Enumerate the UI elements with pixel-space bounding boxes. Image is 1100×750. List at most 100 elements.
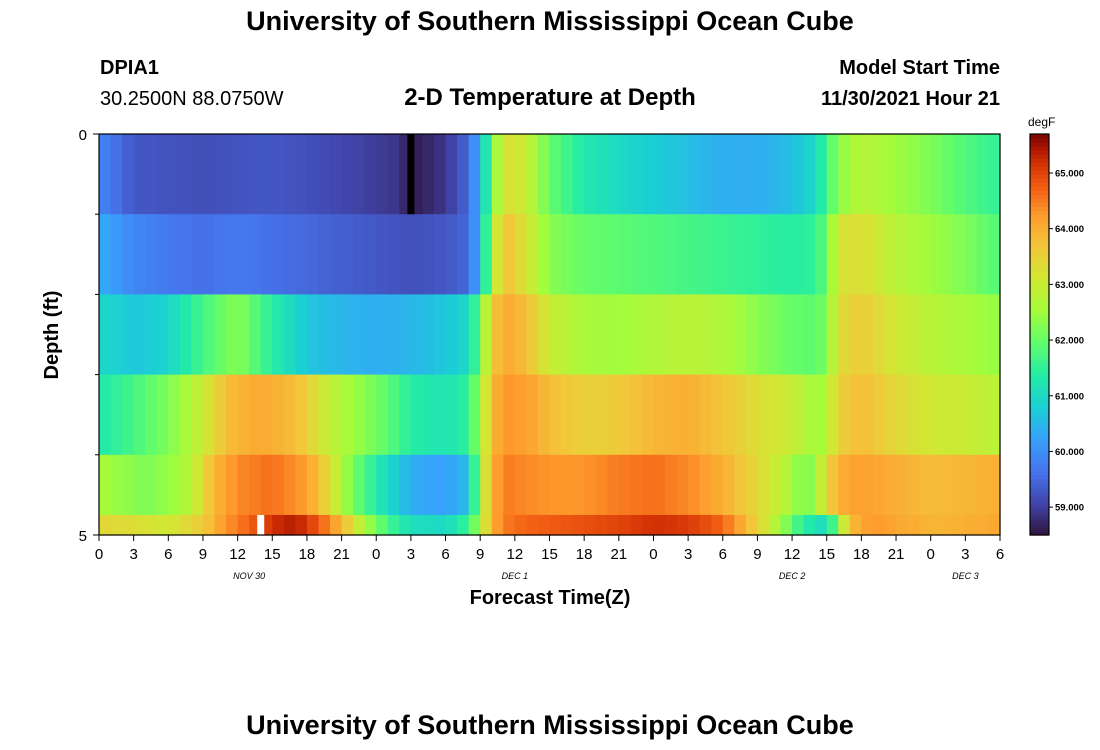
- heatmap-cell: [549, 514, 562, 536]
- heatmap-cell: [202, 454, 216, 516]
- heatmap-cell: [353, 454, 366, 516]
- colorbar-segment: [1030, 414, 1049, 420]
- heatmap-cell: [595, 294, 608, 376]
- colorbar-segment: [1030, 422, 1049, 428]
- heatmap-cell: [503, 294, 516, 376]
- colorbar-segment: [1030, 142, 1049, 147]
- heatmap-cell: [618, 294, 631, 376]
- heatmap-cell: [295, 454, 308, 516]
- heatmap-cell: [156, 294, 169, 376]
- heatmap-cell: [792, 214, 805, 295]
- x-tick-label: 3: [684, 546, 692, 563]
- heatmap-cell: [156, 454, 169, 516]
- heatmap-cell: [745, 214, 759, 295]
- colorbar-segment: [1030, 334, 1049, 340]
- heatmap-cell: [318, 514, 331, 536]
- colorbar-segment: [1030, 234, 1049, 239]
- heatmap-cell: [237, 514, 250, 536]
- colorbar-segment: [1030, 350, 1049, 356]
- station-coordinates: 30.2500N 88.0750W: [100, 88, 284, 110]
- heatmap-cell: [584, 214, 597, 295]
- heatmap-cell: [699, 214, 712, 295]
- extreme-markers: [257, 134, 415, 535]
- heatmap-cell: [711, 294, 724, 376]
- heatmap-cell: [711, 374, 724, 456]
- heatmap-cell: [641, 454, 655, 516]
- heatmap-cell: [283, 134, 296, 215]
- heatmap-cell: [688, 374, 701, 456]
- heatmap-cell: [226, 134, 239, 215]
- heatmap-cell: [618, 514, 631, 536]
- colorbar-segment: [1030, 278, 1049, 283]
- colorbar-segment: [1030, 294, 1049, 300]
- heatmap-cell: [665, 214, 678, 295]
- colorbar-segment: [1030, 366, 1049, 372]
- heatmap-cell: [122, 454, 135, 516]
- heatmap-cell: [745, 294, 759, 376]
- colorbar-segment: [1030, 282, 1049, 287]
- colorbar-frame: [1029, 133, 1050, 536]
- heatmap-cell: [607, 214, 620, 295]
- heatmap-cell: [468, 454, 481, 516]
- heatmap-cell: [988, 294, 1001, 376]
- colorbar-segment: [1030, 226, 1049, 231]
- colorbar-segment: [1030, 186, 1049, 191]
- heatmap-cell: [433, 514, 447, 536]
- colorbar-segment: [1030, 518, 1049, 524]
- heatmap-cell: [422, 294, 435, 376]
- heatmap-cell: [537, 514, 551, 536]
- page-title-repeat: University of Southern Mississippi Ocean…: [246, 710, 854, 740]
- heatmap-cell: [330, 214, 343, 295]
- heatmap-cell: [630, 514, 643, 536]
- heatmap-cell: [168, 454, 181, 516]
- heatmap-cell: [803, 514, 816, 536]
- heatmap-cell: [306, 294, 320, 376]
- heatmap-cell: [572, 454, 585, 516]
- heatmap-cell: [792, 134, 805, 215]
- heatmap-cell: [653, 514, 666, 536]
- heatmap-cell: [387, 294, 400, 376]
- heatmap-cell: [283, 214, 296, 295]
- colorbar-segment: [1030, 258, 1049, 263]
- heatmap-cell: [641, 514, 655, 536]
- colorbar-segment: [1030, 362, 1049, 368]
- heatmap-cell: [942, 374, 955, 456]
- heatmap-cells: [99, 134, 1001, 536]
- colorbar-segment: [1030, 402, 1049, 408]
- colorbar-segment: [1030, 150, 1049, 155]
- heatmap-cell: [480, 134, 493, 215]
- heatmap-cell: [260, 294, 273, 376]
- x-tick-label: 0: [95, 546, 103, 563]
- heatmap-cell: [584, 514, 597, 536]
- heatmap-cell: [618, 134, 631, 215]
- heatmap-cell: [965, 134, 978, 215]
- colorbar-segment: [1030, 506, 1049, 512]
- heatmap-cell: [861, 514, 874, 536]
- heatmap-cell: [919, 514, 932, 536]
- heatmap-cell: [318, 134, 331, 215]
- model-start-value: 11/30/2021 Hour 21: [820, 88, 1000, 110]
- colorbar-segment: [1030, 194, 1049, 199]
- heatmap-cell: [341, 294, 354, 376]
- heatmap-cell: [653, 374, 666, 456]
- heatmap-cell: [283, 454, 296, 516]
- heatmap-cell: [653, 214, 666, 295]
- heatmap-cell: [433, 374, 447, 456]
- heatmap-cell: [537, 214, 551, 295]
- heatmap-cell: [168, 214, 181, 295]
- heatmap-cell: [919, 374, 932, 456]
- colorbar-segment: [1030, 450, 1049, 456]
- heatmap-cell: [976, 294, 990, 376]
- heatmap-cell: [561, 294, 574, 376]
- heatmap-cell: [202, 294, 216, 376]
- heatmap-cell: [480, 454, 493, 516]
- heatmap-cell: [272, 454, 285, 516]
- heatmap-cell: [133, 294, 146, 376]
- colorbar-segment: [1030, 454, 1049, 460]
- heatmap-cell: [364, 454, 377, 516]
- heatmap-cell: [145, 294, 158, 376]
- heatmap-cell: [641, 294, 655, 376]
- colorbar-unit: degF: [1028, 115, 1055, 129]
- heatmap-cell: [665, 514, 678, 536]
- colorbar-segment: [1030, 530, 1049, 536]
